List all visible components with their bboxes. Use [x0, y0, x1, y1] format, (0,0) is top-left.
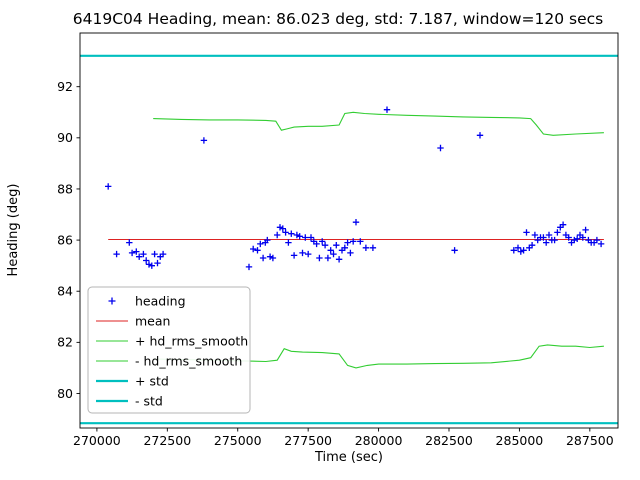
- legend-label: mean: [135, 313, 170, 328]
- series-heading: [105, 106, 605, 271]
- x-tick-label: 270000: [73, 433, 121, 448]
- x-tick-label: 272500: [143, 433, 191, 448]
- x-tick-label: 285000: [496, 433, 544, 448]
- y-tick-label: 90: [57, 130, 73, 145]
- legend-label: - std: [135, 393, 163, 408]
- y-axis-ticks: 80 82 84 86 88 90 92: [57, 79, 80, 401]
- heading-markers: [105, 106, 605, 271]
- x-axis-label: Time (sec): [314, 450, 383, 465]
- x-tick-label: 282500: [425, 433, 473, 448]
- legend-box: [87, 286, 251, 414]
- x-tick-label: 275000: [214, 433, 262, 448]
- x-axis-ticks: 270000 272500 275000 277500 280000 282500 2850…: [73, 428, 614, 448]
- y-tick-label: 86: [57, 232, 73, 247]
- legend-label: heading: [135, 293, 186, 308]
- y-tick-label: 82: [57, 335, 73, 350]
- legend: heading mean + hd_rms_smooth - hd_rms_smoot…: [87, 286, 251, 414]
- y-axis-label: Heading (deg): [6, 184, 21, 277]
- legend-marker-sample: [108, 297, 116, 305]
- chart-title: 6419C04 Heading, mean: 86.023 deg, std: …: [73, 10, 604, 28]
- plot-frame: [79, 32, 619, 429]
- y-tick-label: 88: [57, 181, 73, 196]
- legend-label: - hd_rms_smooth: [135, 353, 242, 368]
- y-tick-label: 92: [57, 79, 73, 94]
- legend-label: + std: [135, 373, 169, 388]
- legend-label: + hd_rms_smooth: [135, 333, 248, 348]
- plot-area: 270000 272500 275000 277500 280000 282500 2850…: [57, 32, 619, 448]
- series-hd-rms-smooth: [153, 111, 604, 136]
- x-tick-label: 287500: [566, 433, 614, 448]
- y-tick-label: 80: [57, 386, 73, 401]
- series-hd-rms-smooth: [153, 344, 604, 369]
- x-tick-label: 280000: [355, 433, 403, 448]
- x-tick-label: 277500: [284, 433, 332, 448]
- y-tick-label: 84: [57, 284, 73, 299]
